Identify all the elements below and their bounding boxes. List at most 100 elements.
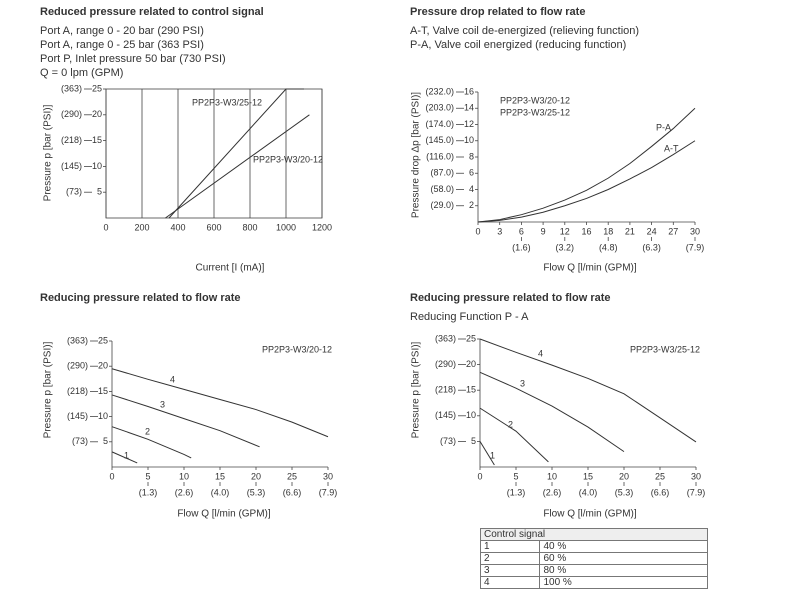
series-line — [479, 338, 697, 443]
y-tick-label: 6 — [469, 168, 474, 178]
cell: 3 — [479, 564, 541, 577]
series-line — [111, 368, 329, 438]
x-axis-title: Flow Q [l/min (GPM)] — [177, 509, 271, 520]
subtitle: Port P, Inlet pressure 50 bar (730 PSI) — [40, 53, 226, 65]
y-tick-label: 12 — [464, 119, 474, 129]
x-tick-label: 16 — [581, 226, 591, 236]
x-tick-label: 30 — [690, 226, 700, 236]
x-tick-label: 24 — [647, 226, 657, 236]
series-label: 3 — [520, 378, 525, 388]
y-tick-label: 5 — [471, 436, 476, 446]
series-line — [477, 140, 696, 223]
series-label: PP2P3-W3/20-12 — [253, 154, 323, 164]
x2-tick-label: (6.6) — [651, 487, 670, 497]
y-tick-label: 15 — [466, 385, 476, 395]
annotation: PP2P3-W3/25-12 — [630, 344, 700, 354]
y-tick-label: 5 — [103, 436, 108, 446]
subtitle: Reducing Function P - A — [410, 311, 529, 323]
x-tick-label: 10 — [179, 471, 189, 481]
subtitle: Q = 0 lpm (GPM) — [40, 67, 123, 79]
x2-tick-label: (7.9) — [687, 487, 706, 497]
x-tick-label: 15 — [583, 471, 593, 481]
series-line — [168, 88, 304, 219]
y-tick-label: 15 — [92, 135, 102, 145]
x-tick-label: 0 — [477, 471, 482, 481]
series-line — [479, 407, 549, 463]
x-tick-label: 5 — [145, 471, 150, 481]
x-tick-label: 30 — [323, 471, 333, 481]
table-header: Control signal — [480, 528, 708, 541]
series-label: 2 — [145, 426, 150, 436]
x2-tick-label: (1.3) — [139, 487, 158, 497]
y2-tick-label: (363) — [67, 335, 88, 345]
x2-tick-label: (6.6) — [283, 487, 302, 497]
cell: 2 — [479, 552, 541, 565]
x-axis-title: Current [I (mA)] — [196, 263, 265, 274]
subtitle: Port A, range 0 - 25 bar (363 PSI) — [40, 39, 204, 51]
table-header-cell: Control signal — [480, 528, 708, 541]
y2-tick-label: (218) — [435, 385, 456, 395]
annotation: PP2P3-W3/20-12 — [262, 344, 332, 354]
series-label: 4 — [538, 348, 543, 358]
x2-tick-label: (2.6) — [175, 487, 194, 497]
x-tick-label: 27 — [668, 226, 678, 236]
y2-tick-label: (73) — [66, 187, 82, 197]
x-tick-label: 200 — [134, 222, 149, 232]
chart-title: Reducing pressure related to flow rate — [40, 292, 241, 304]
x-tick-label: 18 — [603, 226, 613, 236]
x-tick-label: 0 — [475, 226, 480, 236]
y2-tick-label: (203.0) — [425, 103, 454, 113]
y-axis-title: Pressure p [bar (PSI)] — [411, 341, 422, 438]
x2-tick-label: (4.0) — [579, 487, 598, 497]
y2-tick-label: (145) — [67, 411, 88, 421]
x2-tick-label: (1.6) — [512, 242, 531, 252]
y2-tick-label: (232.0) — [425, 86, 454, 96]
x2-tick-label: (3.2) — [556, 242, 575, 252]
table-row: 3 80 % — [479, 564, 708, 577]
x-tick-label: 0 — [109, 471, 114, 481]
x2-tick-label: (4.0) — [211, 487, 230, 497]
x-axis-title: Flow Q [l/min (GPM)] — [543, 509, 637, 520]
x2-tick-label: (7.9) — [686, 242, 705, 252]
x-tick-label: 5 — [513, 471, 518, 481]
y-axis-title: Pressure drop Δp [bar (PSI)] — [411, 92, 422, 218]
series-line — [111, 426, 192, 459]
x-tick-label: 0 — [103, 222, 108, 232]
y-tick-label: 15 — [98, 386, 108, 396]
x2-tick-label: (6.3) — [642, 242, 661, 252]
y-tick-label: 10 — [466, 410, 476, 420]
series-line — [477, 107, 696, 223]
y-tick-label: 10 — [98, 411, 108, 421]
annotation: PP2P3-W3/20-12 — [500, 95, 570, 105]
y2-tick-label: (174.0) — [425, 119, 454, 129]
x-tick-label: 600 — [206, 222, 221, 232]
cell: 4 — [479, 576, 541, 589]
cell: 100 % — [539, 576, 708, 589]
y2-tick-label: (116.0) — [426, 151, 454, 161]
y-tick-label: 20 — [98, 361, 108, 371]
cell: 1 — [479, 540, 541, 553]
x2-tick-label: (5.3) — [247, 487, 266, 497]
y2-tick-label: (29.0) — [430, 200, 454, 210]
table-row: 2 60 % — [479, 552, 708, 565]
x-axis-title: Flow Q [l/min (GPM)] — [543, 263, 637, 274]
x-tick-label: 20 — [251, 471, 261, 481]
series-label: 4 — [170, 374, 175, 384]
y-axis-title: Pressure p [bar (PSI)] — [43, 341, 54, 438]
x2-tick-label: (2.6) — [543, 487, 562, 497]
x2-tick-label: (1.3) — [507, 487, 526, 497]
chart-title: Reducing pressure related to flow rate — [410, 292, 611, 304]
x-tick-label: 21 — [625, 226, 635, 236]
subtitle: Port A, range 0 - 20 bar (290 PSI) — [40, 25, 204, 37]
y-tick-label: 16 — [464, 86, 474, 96]
y2-tick-label: (290) — [61, 109, 82, 119]
series-line — [111, 394, 260, 448]
y2-tick-label: (363) — [435, 333, 456, 343]
x2-tick-label: (5.3) — [615, 487, 634, 497]
x-tick-label: 6 — [519, 226, 524, 236]
y-tick-label: 25 — [98, 335, 108, 345]
y-tick-label: 2 — [469, 200, 474, 210]
series-label: PP2P3-W3/25-12 — [192, 97, 262, 107]
x-tick-label: 12 — [560, 226, 570, 236]
series-line — [479, 441, 495, 466]
